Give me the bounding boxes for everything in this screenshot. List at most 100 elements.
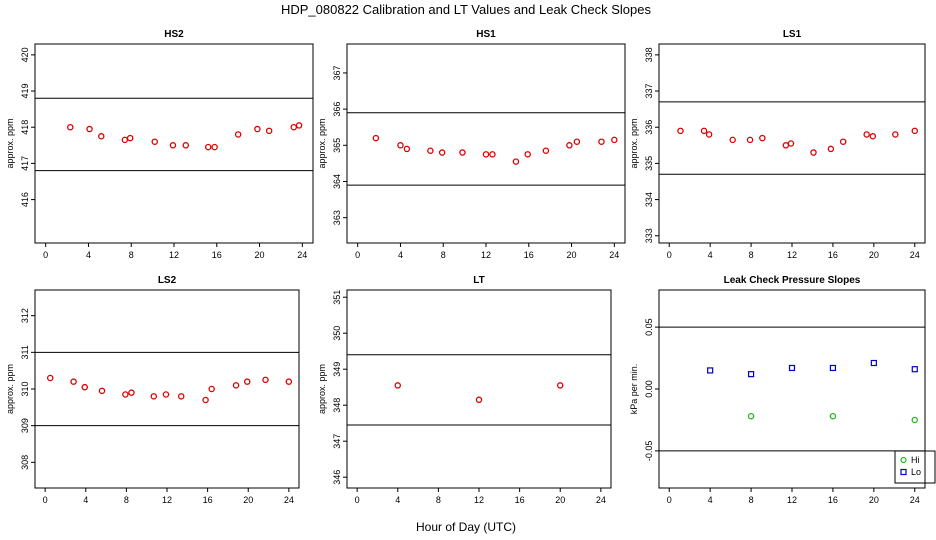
data-point <box>204 143 212 151</box>
data-point <box>234 131 242 138</box>
x-tick-label: 24 <box>910 250 920 260</box>
plot-frame <box>346 289 612 489</box>
legend-label: Lo <box>911 467 921 477</box>
data-point <box>705 131 713 138</box>
data-point <box>870 359 877 367</box>
x-tick-label: 4 <box>708 250 713 260</box>
data-point <box>403 145 411 153</box>
x-tick-label: 0 <box>355 495 360 505</box>
x-tick-label: 12 <box>787 495 797 505</box>
y-tick-label: 418 <box>20 120 30 135</box>
panel-title: LS2 <box>158 275 177 286</box>
data-point <box>911 127 919 135</box>
y-tick-label: 333 <box>644 228 654 243</box>
data-point <box>700 127 708 135</box>
data-point <box>512 158 520 165</box>
data-point <box>746 136 754 144</box>
x-tick-label: 16 <box>524 250 534 260</box>
x-tick-label: 4 <box>708 495 713 505</box>
y-tick-label: 363 <box>332 210 342 225</box>
data-point <box>459 149 466 156</box>
data-point <box>151 138 159 145</box>
x-tick-label: 8 <box>129 250 134 260</box>
y-tick-label: 419 <box>20 84 30 99</box>
data-point <box>243 378 251 385</box>
y-tick-label: 0.00 <box>644 380 654 398</box>
x-tick-label: 16 <box>828 495 838 505</box>
data-point <box>265 127 273 135</box>
data-point <box>169 142 177 149</box>
x-tick-label: 8 <box>436 495 441 505</box>
data-point <box>542 147 550 154</box>
data-point <box>911 416 919 424</box>
data-point <box>475 396 483 404</box>
plot-frame <box>34 43 314 244</box>
data-point <box>177 393 185 400</box>
data-point <box>372 134 380 142</box>
y-tick-label: 0.05 <box>644 318 654 336</box>
x-tick-label: 16 <box>515 495 525 505</box>
data-point <box>182 142 190 149</box>
series-1 <box>67 122 303 151</box>
data-point <box>829 412 837 420</box>
x-tick-label: 12 <box>474 495 484 505</box>
panel-title: LT <box>473 275 484 286</box>
y-tick-label: 336 <box>644 120 654 135</box>
y-axis-label: kPa per min. <box>629 364 639 415</box>
x-tick-label: 8 <box>124 495 129 505</box>
panel-title: HS1 <box>476 29 496 40</box>
data-point <box>126 134 134 142</box>
data-point <box>598 138 605 145</box>
x-tick-label: 24 <box>596 495 606 505</box>
data-point <box>394 382 402 389</box>
x-tick-label: 20 <box>243 495 253 505</box>
data-point <box>98 387 106 395</box>
y-tick-label: 417 <box>20 156 30 171</box>
data-point <box>98 133 105 140</box>
y-tick-label: 416 <box>20 192 30 207</box>
x-tick-label: 0 <box>667 250 672 260</box>
x-tick-label: 8 <box>749 495 754 505</box>
data-point <box>747 371 755 378</box>
data-point <box>482 151 490 158</box>
x-tick-label: 12 <box>787 250 797 260</box>
data-point <box>285 378 293 385</box>
x-tick-label: 0 <box>43 495 48 505</box>
data-point <box>67 123 74 131</box>
series-1 <box>372 134 618 165</box>
x-axis-title: Hour of Day (UTC) <box>416 520 516 534</box>
y-tick-label: 347 <box>332 434 342 449</box>
legend-marker <box>900 456 907 464</box>
x-tick-label: 4 <box>395 495 400 505</box>
y-axis-label: approx. ppm <box>317 364 327 414</box>
x-tick-label: 20 <box>555 495 565 505</box>
data-point <box>397 142 404 149</box>
x-tick-label: 20 <box>567 250 577 260</box>
x-tick-label: 24 <box>297 250 307 260</box>
y-tick-label: 338 <box>644 47 654 62</box>
x-tick-label: 8 <box>441 250 446 260</box>
panel-title: HS2 <box>164 29 184 40</box>
y-tick-label: 310 <box>20 381 30 396</box>
data-point <box>869 133 877 140</box>
y-axis-label: approx. ppm <box>5 118 15 168</box>
y-tick-label: 309 <box>20 418 30 433</box>
y-tick-label: 364 <box>332 174 342 189</box>
y-axis-label: approx. ppm <box>5 364 15 414</box>
y-axis-label: approx. ppm <box>317 118 327 168</box>
data-point <box>295 122 303 129</box>
x-tick-label: 12 <box>481 250 491 260</box>
data-point <box>438 149 446 156</box>
panel-4: LS2 0 4 8 12 16 20 24 308 309 310 311 312 approx. ppm <box>5 275 300 505</box>
data-point <box>208 385 215 393</box>
series-1 <box>46 374 293 404</box>
data-point <box>782 142 790 149</box>
y-tick-label: 366 <box>332 102 342 117</box>
x-tick-label: 0 <box>355 250 360 260</box>
figure-title: HDP_080822 Calibration and LT Values and… <box>281 2 652 17</box>
panel-1: HS2 0 4 8 12 16 20 24 416 417 418 419 420 approx. ppm <box>5 29 314 260</box>
x-tick-label: 16 <box>203 495 213 505</box>
x-tick-label: 4 <box>398 250 403 260</box>
data-point <box>566 142 573 149</box>
